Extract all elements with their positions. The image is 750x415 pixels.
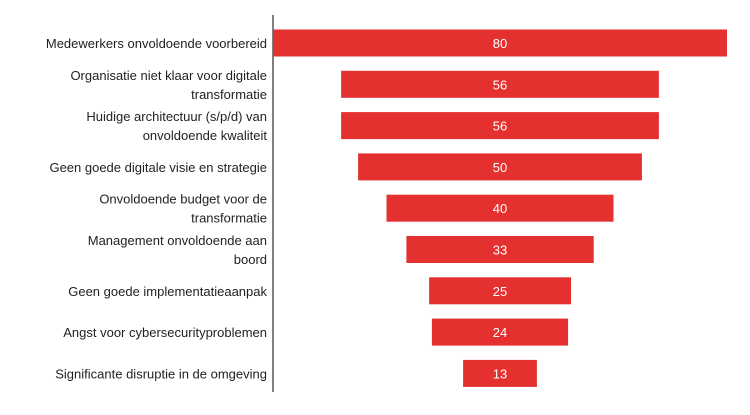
- category-label-2-line-1: Organisatie niet klaar voor digitale: [70, 68, 267, 83]
- bar-8: [431, 318, 569, 346]
- category-label-6-line-2: boord: [234, 252, 267, 267]
- bar-5: [386, 194, 614, 222]
- bar-6: [406, 236, 594, 263]
- category-label-8-line-1: Angst voor cybersecurityproblemen: [63, 325, 267, 340]
- category-label-2-line-2: transformatie: [191, 87, 267, 102]
- bar-3: [341, 112, 659, 140]
- bar-value-label-8: 24: [493, 325, 507, 340]
- bar-value-label-2: 56: [493, 77, 507, 92]
- category-label-7-line-1: Geen goede implementatieaanpak: [68, 284, 267, 299]
- category-label-4-line-1: Geen goede digitale visie en strategie: [49, 160, 267, 175]
- category-label-5-line-1: Onvoldoende budget voor de: [99, 192, 267, 207]
- bar-value-label-5: 40: [493, 201, 507, 216]
- bar-value-label-7: 25: [493, 284, 507, 299]
- bar-value-label-1: 80: [493, 36, 507, 51]
- category-label-3-line-1: Huidige architectuur (s/p/d) van: [86, 109, 267, 124]
- bar-9: [463, 359, 537, 387]
- bar-1: [273, 29, 727, 57]
- bar-value-label-3: 56: [493, 119, 507, 134]
- category-label-9-line-1: Significante disruptie in de omgeving: [55, 366, 267, 381]
- category-label-5-line-2: transformatie: [191, 211, 267, 226]
- bar-2: [341, 70, 659, 98]
- bars-layer: 80 56 56 50 40 33 25 24 13: [273, 29, 727, 387]
- bar-value-label-9: 13: [493, 366, 507, 381]
- category-label-6-line-1: Management onvoldoende aan: [88, 233, 267, 248]
- bar-4: [358, 153, 642, 181]
- bar-value-label-6: 33: [493, 243, 507, 258]
- bar-value-label-4: 50: [493, 160, 507, 175]
- bar-7: [429, 277, 571, 305]
- category-label-1-line-1: Medewerkers onvoldoende voorbereid: [46, 36, 267, 51]
- category-labels-layer: Medewerkers onvoldoende voorbereid Organi…: [46, 36, 268, 381]
- category-label-3-line-2: onvoldoende kwaliteit: [143, 128, 268, 143]
